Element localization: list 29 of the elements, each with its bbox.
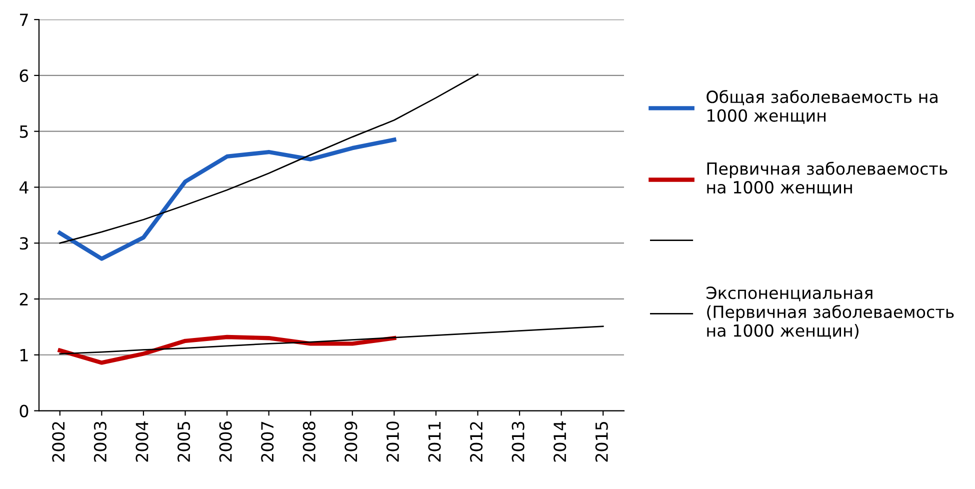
y-tick-label: 6	[20, 69, 28, 82]
x-tick-label: 2010	[386, 422, 400, 462]
y-tick-label: 7	[20, 14, 28, 26]
y-tick-label: 4	[19, 181, 28, 194]
y-tick-label: 3	[20, 237, 28, 250]
line-series	[58, 138, 396, 261]
x-tick-label: 2003	[94, 422, 107, 462]
x-tick-label: 2005	[177, 422, 190, 462]
x-tick-label: 2015	[595, 422, 608, 462]
legend-label: Общая заболеваемость на 1000 женщин	[706, 90, 938, 124]
y-tick-label: 5	[20, 126, 28, 138]
x-tick-label: 2004	[136, 421, 148, 462]
x-tick-label: 2013	[512, 422, 524, 462]
line-series	[59, 74, 478, 244]
x-tick-label: 2002	[52, 422, 65, 462]
line-series	[58, 334, 396, 365]
legend-label: Экспоненциальная (Первичная заболеваемость на 1000 женщин)	[706, 286, 954, 339]
x-tick-label: 2014	[554, 421, 566, 462]
y-tick-label: 2	[20, 292, 28, 306]
y-tick-label: 1	[20, 349, 28, 362]
x-tick-label: 2009	[344, 422, 358, 462]
x-tick-label: 2011	[428, 422, 441, 462]
x-tick-label: 2012	[470, 422, 483, 462]
x-tick-label: 2008	[302, 422, 316, 462]
x-tick-label: 2006	[219, 422, 232, 462]
x-tick-label: 2007	[261, 422, 274, 462]
legend-label: Первичная заболеваемость на 1000 женщин	[707, 162, 948, 196]
y-tick-label: 0	[20, 404, 28, 418]
line-series	[59, 326, 604, 354]
